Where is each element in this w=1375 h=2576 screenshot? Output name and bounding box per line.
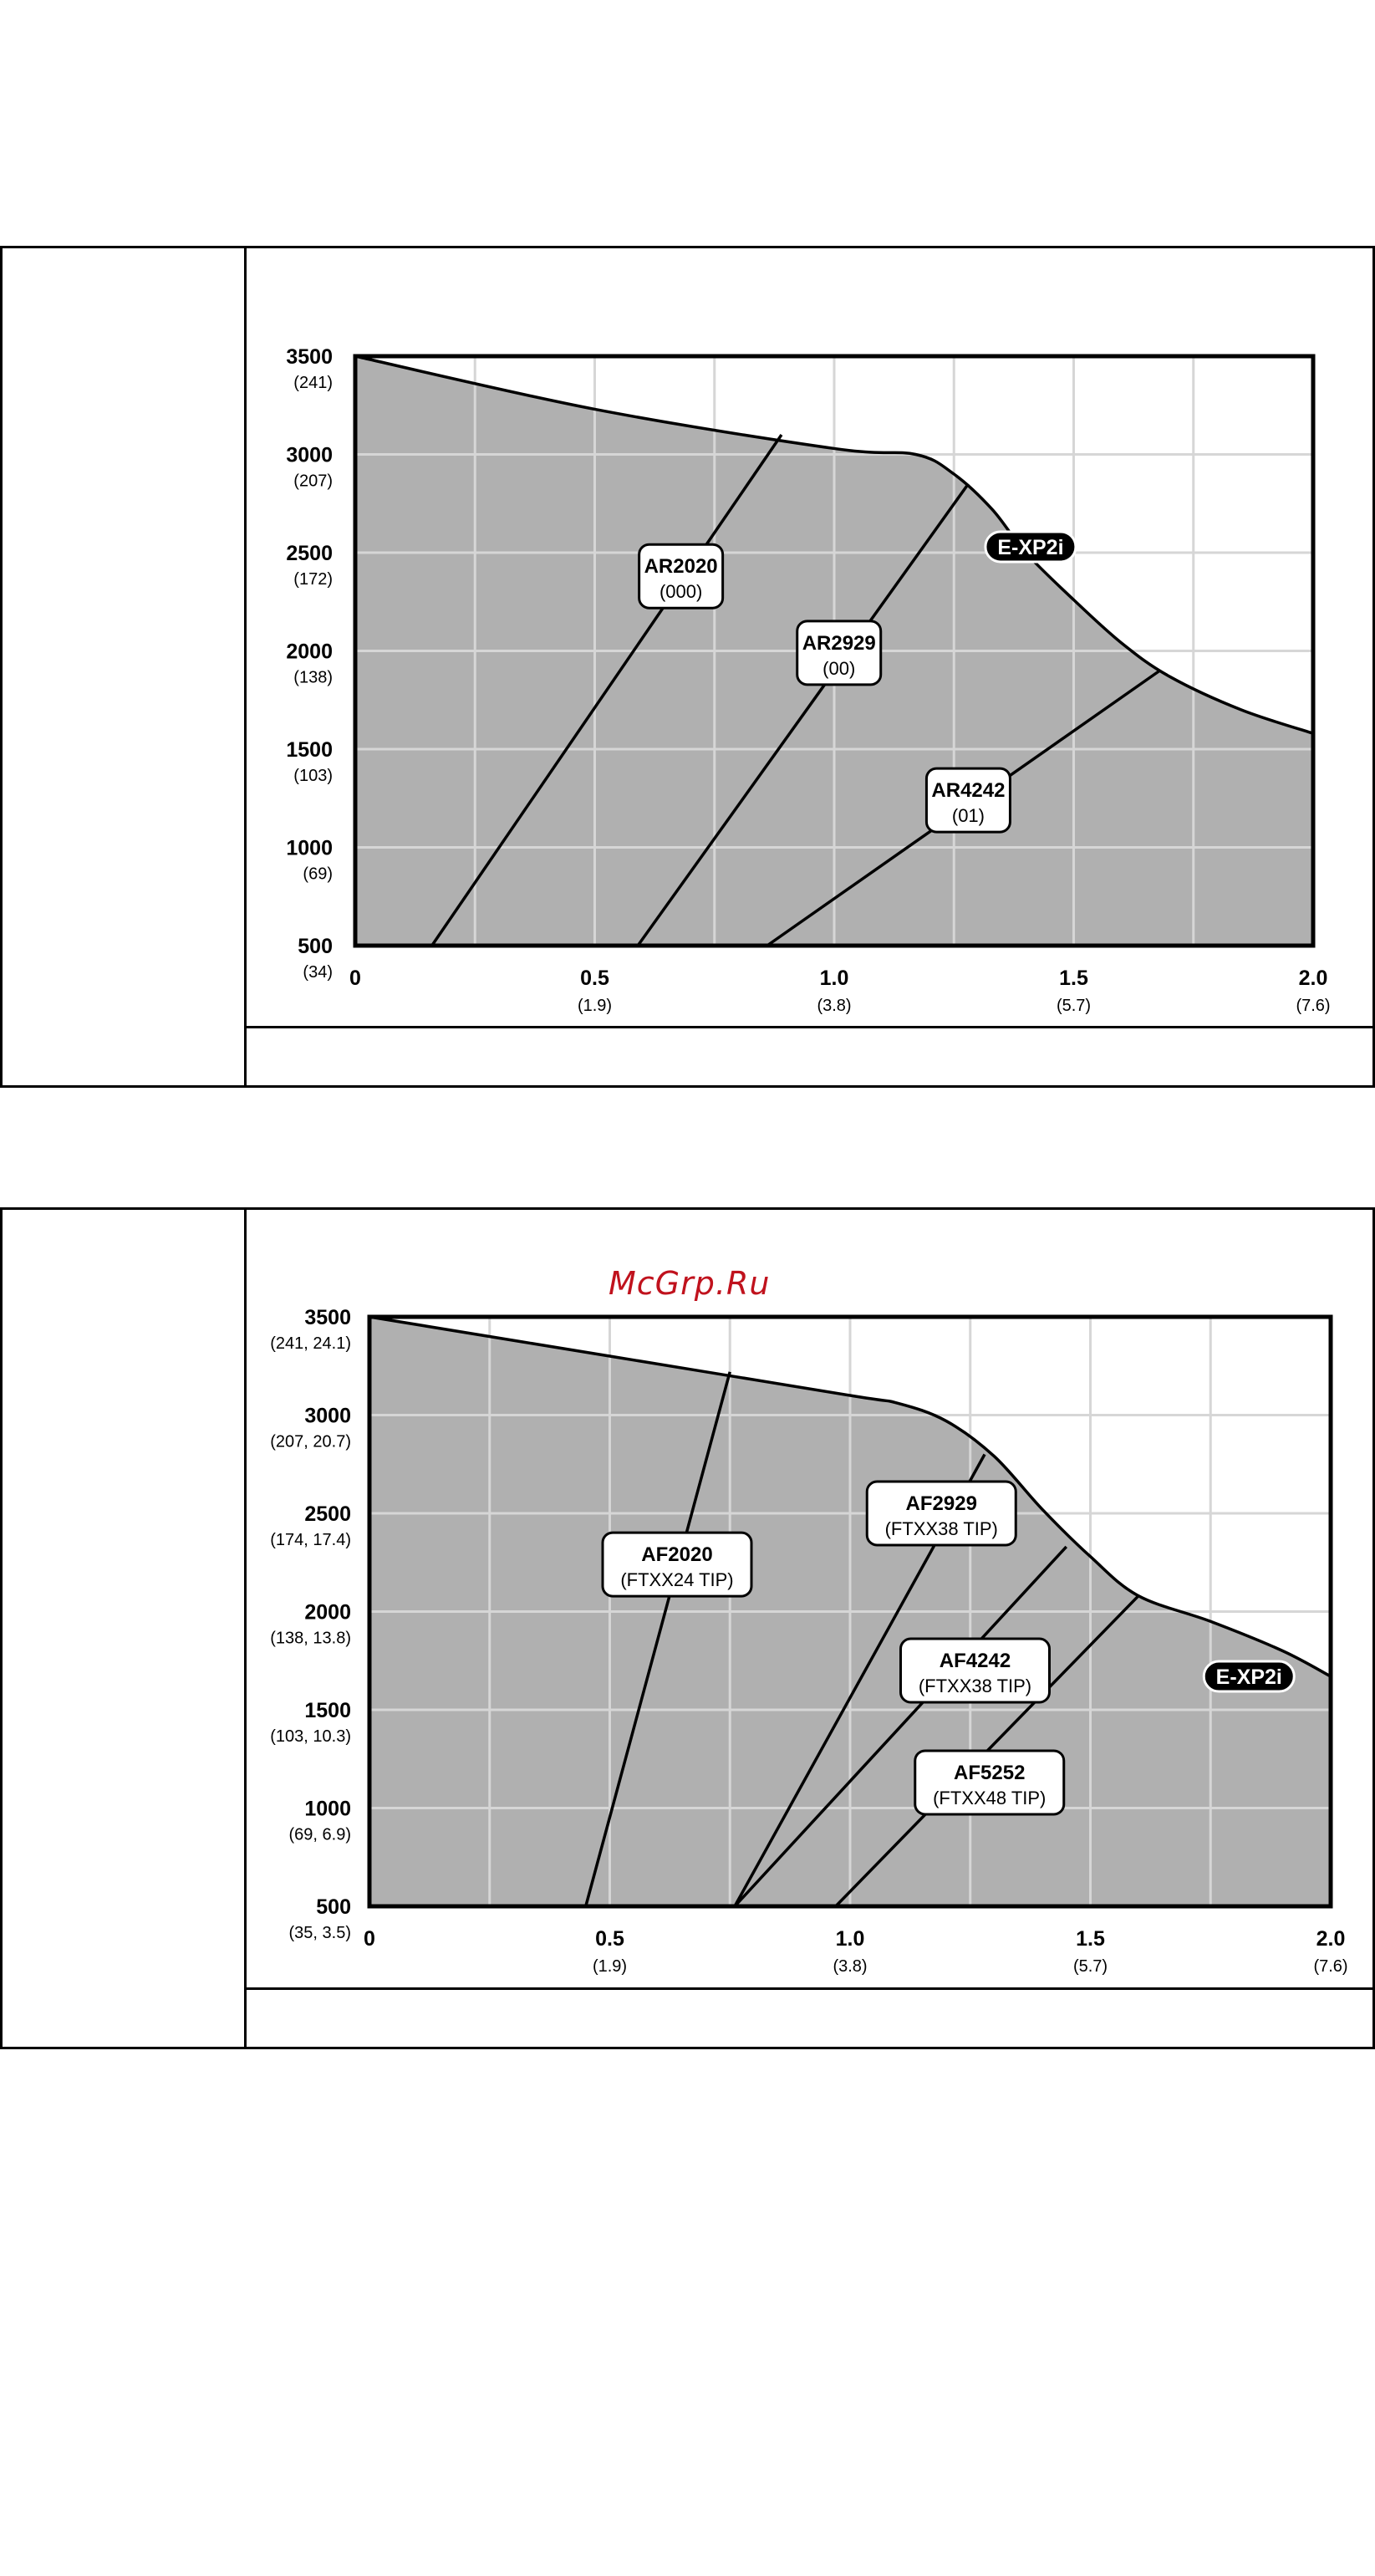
series-line-af4242	[733, 1545, 1068, 1908]
y-tick-sublabel: (174, 17.4)	[270, 1531, 351, 1549]
series-label-box	[899, 1637, 1051, 1704]
series-label-box	[601, 1531, 753, 1598]
series-label-name: AR2929	[802, 632, 876, 655]
series-label-name: AR4242	[931, 779, 1005, 802]
y-tick-sublabel: (207, 20.7)	[270, 1433, 351, 1451]
series-label-sub: (FTXX48 TIP)	[933, 1788, 1046, 1808]
series-label-name: AF5252	[954, 1762, 1025, 1784]
envelope-label: E-XP2i	[1216, 1665, 1282, 1689]
x-tick-label: 2.0	[1299, 967, 1328, 990]
x-tick-sublabel: (7.6)	[1296, 997, 1330, 1015]
series-label-name: AF2020	[641, 1543, 712, 1566]
series-label-name: AR2020	[644, 555, 718, 578]
y-tick-label: 1000	[304, 1798, 351, 1821]
series-label-sub: (FTXX38 TIP)	[885, 1518, 998, 1539]
x-tick-sublabel: (1.9)	[578, 997, 612, 1015]
series-label-box	[865, 1480, 1017, 1547]
y-tick-label: 3000	[286, 444, 333, 467]
x-tick-label: 0	[364, 1927, 375, 1951]
x-tick-sublabel: (5.7)	[1057, 997, 1091, 1015]
x-tick-sublabel: (7.6)	[1313, 1957, 1347, 1976]
x-tick-label: 1.5	[1076, 1927, 1105, 1951]
series-line-ar2929	[636, 482, 970, 947]
series-label-box	[914, 1749, 1066, 1816]
y-tick-sublabel: (172)	[293, 570, 333, 589]
y-tick-label: 2500	[304, 1502, 351, 1526]
series-label-name: AF4242	[940, 1650, 1011, 1672]
x-tick-sublabel: (3.8)	[817, 997, 851, 1015]
y-tick-label: 1000	[286, 837, 333, 860]
y-tick-sublabel: (241)	[293, 374, 333, 392]
y-tick-sublabel: (207)	[293, 472, 333, 491]
x-tick-sublabel: (5.7)	[1073, 1957, 1108, 1976]
y-tick-label: 2500	[286, 542, 333, 565]
y-tick-label: 1500	[304, 1699, 351, 1722]
y-tick-label: 3500	[286, 345, 333, 369]
chart-1: AR2020 (000) AR2929 (00) AR4242 (01) E-XP2i 350…	[286, 345, 1330, 1015]
y-tick-label: 1500	[286, 738, 333, 762]
panel-2-footer	[244, 1987, 1372, 2047]
y-tick-sublabel: (138)	[293, 669, 333, 687]
y-tick-sublabel: (138, 13.8)	[270, 1630, 351, 1648]
x-tick-label: 2.0	[1316, 1927, 1346, 1951]
watermark-text: McGrp.Ru	[609, 1265, 771, 1302]
series-label-box	[796, 620, 883, 686]
series-label-sub: (000)	[659, 581, 702, 602]
y-tick-label: 2000	[304, 1601, 351, 1625]
y-tick-label: 500	[316, 1895, 351, 1919]
series-label-box	[638, 543, 725, 610]
series-line-ar2020	[430, 434, 783, 946]
series-label-sub: (00)	[822, 658, 855, 679]
chart-panel-2	[0, 1207, 1375, 2049]
chart-panel-1	[0, 246, 1375, 1088]
x-tick-label: 1.0	[820, 967, 849, 990]
y-tick-sublabel: (69)	[303, 865, 333, 884]
y-tick-label: 2000	[286, 640, 333, 664]
y-tick-label: 3500	[304, 1306, 351, 1329]
x-tick-label: 0.5	[580, 967, 609, 990]
series-label-name: AF2929	[906, 1492, 977, 1515]
y-tick-label: 3000	[304, 1405, 351, 1428]
panel-1-sidebar	[3, 248, 247, 1085]
y-tick-sublabel: (241, 24.1)	[270, 1334, 351, 1353]
y-tick-sublabel: (69, 6.9)	[289, 1826, 351, 1844]
plot-frame	[353, 354, 1316, 948]
panel-2-sidebar	[3, 1210, 247, 2047]
y-tick-sublabel: (34)	[303, 963, 333, 982]
y-tick-sublabel: (35, 3.5)	[289, 1924, 351, 1942]
y-tick-sublabel: (103)	[293, 767, 333, 785]
series-label-sub: (FTXX38 TIP)	[919, 1676, 1031, 1696]
x-tick-label: 0	[349, 967, 361, 990]
envelope-label-pill	[984, 530, 1077, 564]
envelope-curve	[354, 355, 1314, 735]
plot-frame	[367, 1314, 1333, 1909]
series-label-box	[924, 767, 1011, 834]
series-line-af2020	[584, 1371, 731, 1907]
series-label-sub: (01)	[952, 805, 985, 826]
y-tick-sublabel: (103, 10.3)	[270, 1727, 351, 1746]
series-label-sub: (FTXX24 TIP)	[620, 1569, 733, 1590]
y-tick-label: 500	[298, 935, 333, 958]
x-tick-sublabel: (1.9)	[593, 1957, 627, 1976]
x-tick-label: 1.0	[836, 1927, 865, 1951]
x-tick-label: 1.5	[1059, 967, 1088, 990]
envelope-label-pill	[1202, 1660, 1296, 1693]
x-tick-label: 0.5	[595, 1927, 624, 1951]
x-tick-sublabel: (3.8)	[833, 1957, 867, 1976]
envelope-curve	[369, 1315, 1332, 1678]
envelope-label: E-XP2i	[997, 536, 1063, 559]
panel-1-footer	[244, 1026, 1372, 1085]
chart-2: AF2020 (FTXX24 TIP) AF2929 (FTXX38 TIP) AF42…	[270, 1306, 1347, 1976]
